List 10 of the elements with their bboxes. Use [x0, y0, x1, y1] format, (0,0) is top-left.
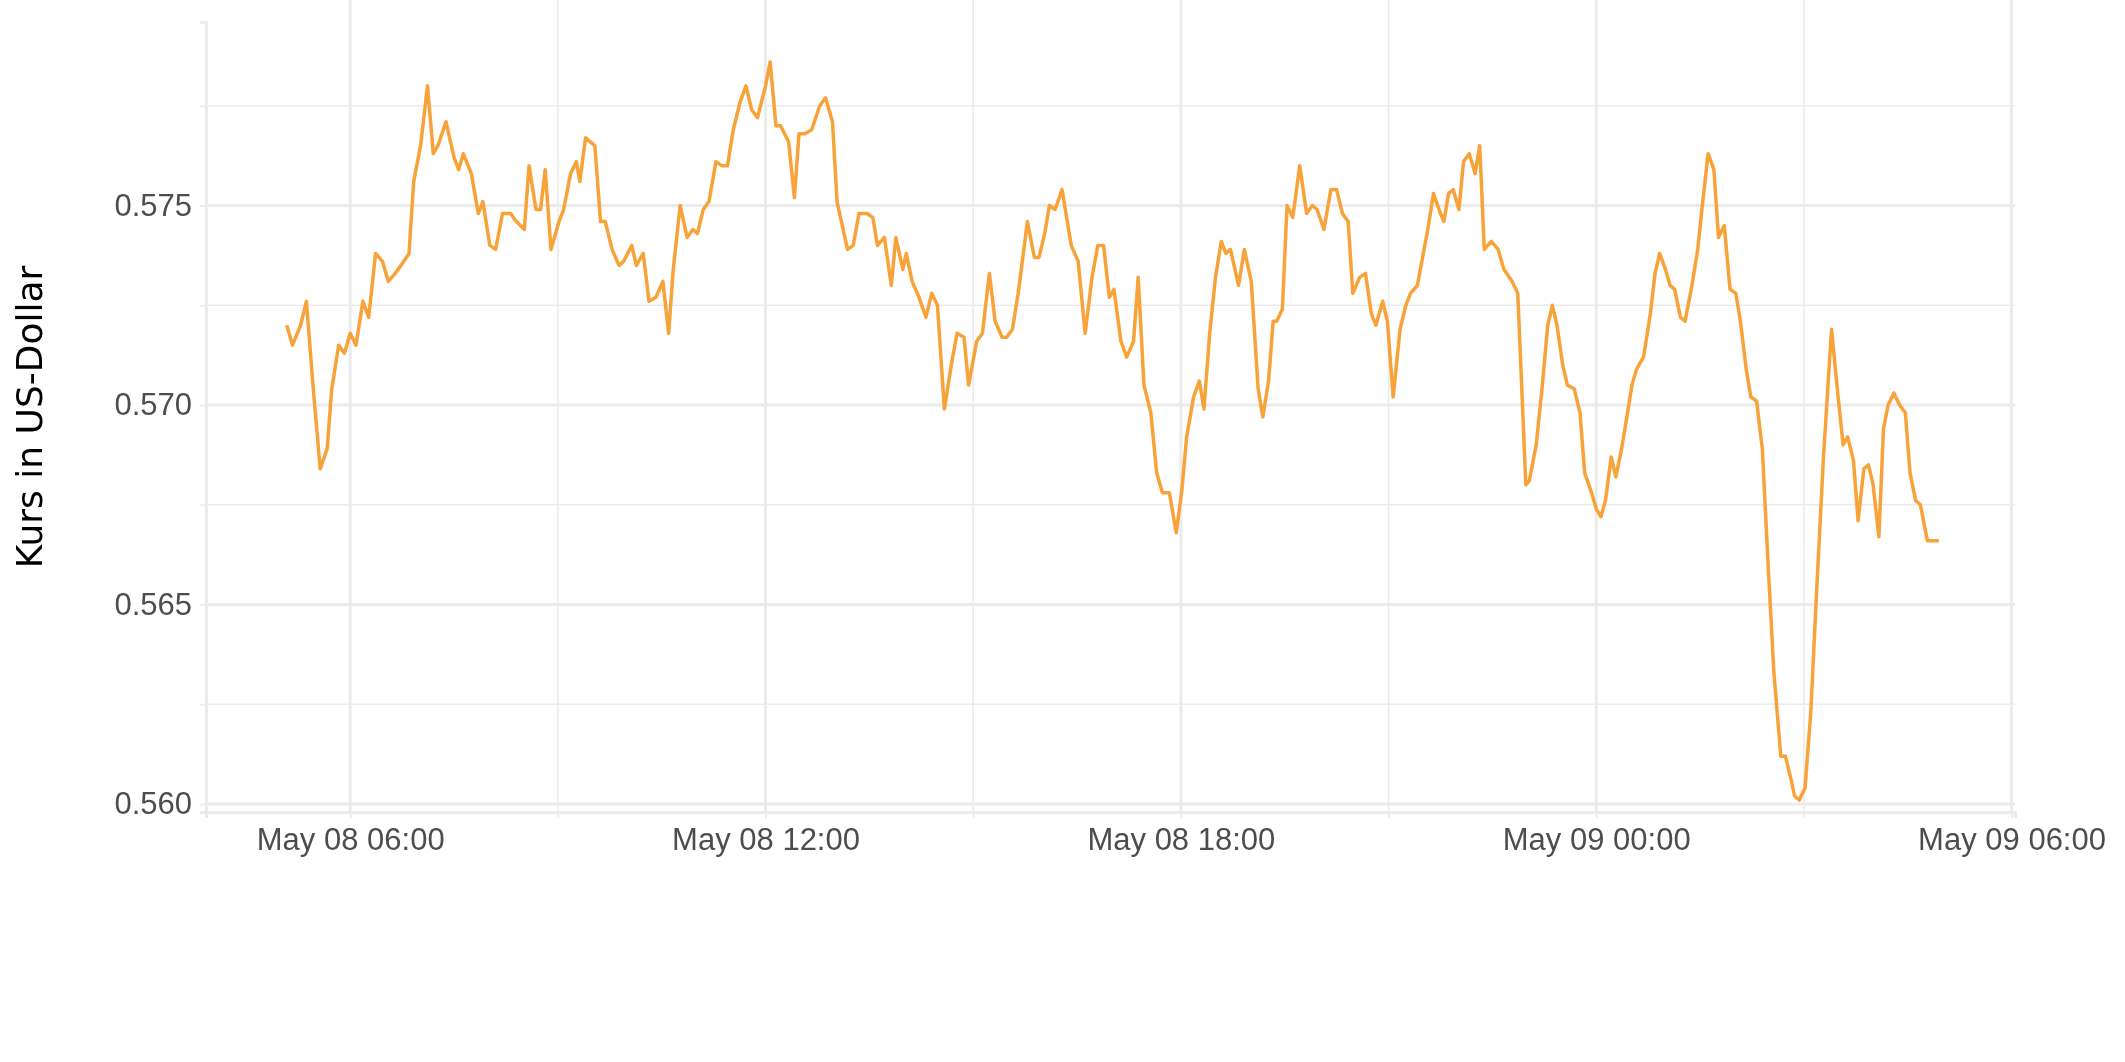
x-tick-label: May 08 06:00: [256, 822, 445, 858]
y-tick-label: 0.560: [114, 786, 192, 822]
y-axis-title: Kurs in US-Dollar: [9, 265, 50, 569]
x-tick-label: May 08 18:00: [1087, 822, 1276, 858]
y-tick-label: 0.575: [114, 187, 192, 223]
x-tick-label: May 09 06:00: [1918, 822, 2106, 858]
y-tick-label: 0.565: [114, 586, 192, 622]
y-tick-label: 0.570: [114, 387, 192, 423]
x-tick-label: May 08 12:00: [672, 822, 860, 858]
x-tick-label: May 09 00:00: [1502, 822, 1691, 858]
